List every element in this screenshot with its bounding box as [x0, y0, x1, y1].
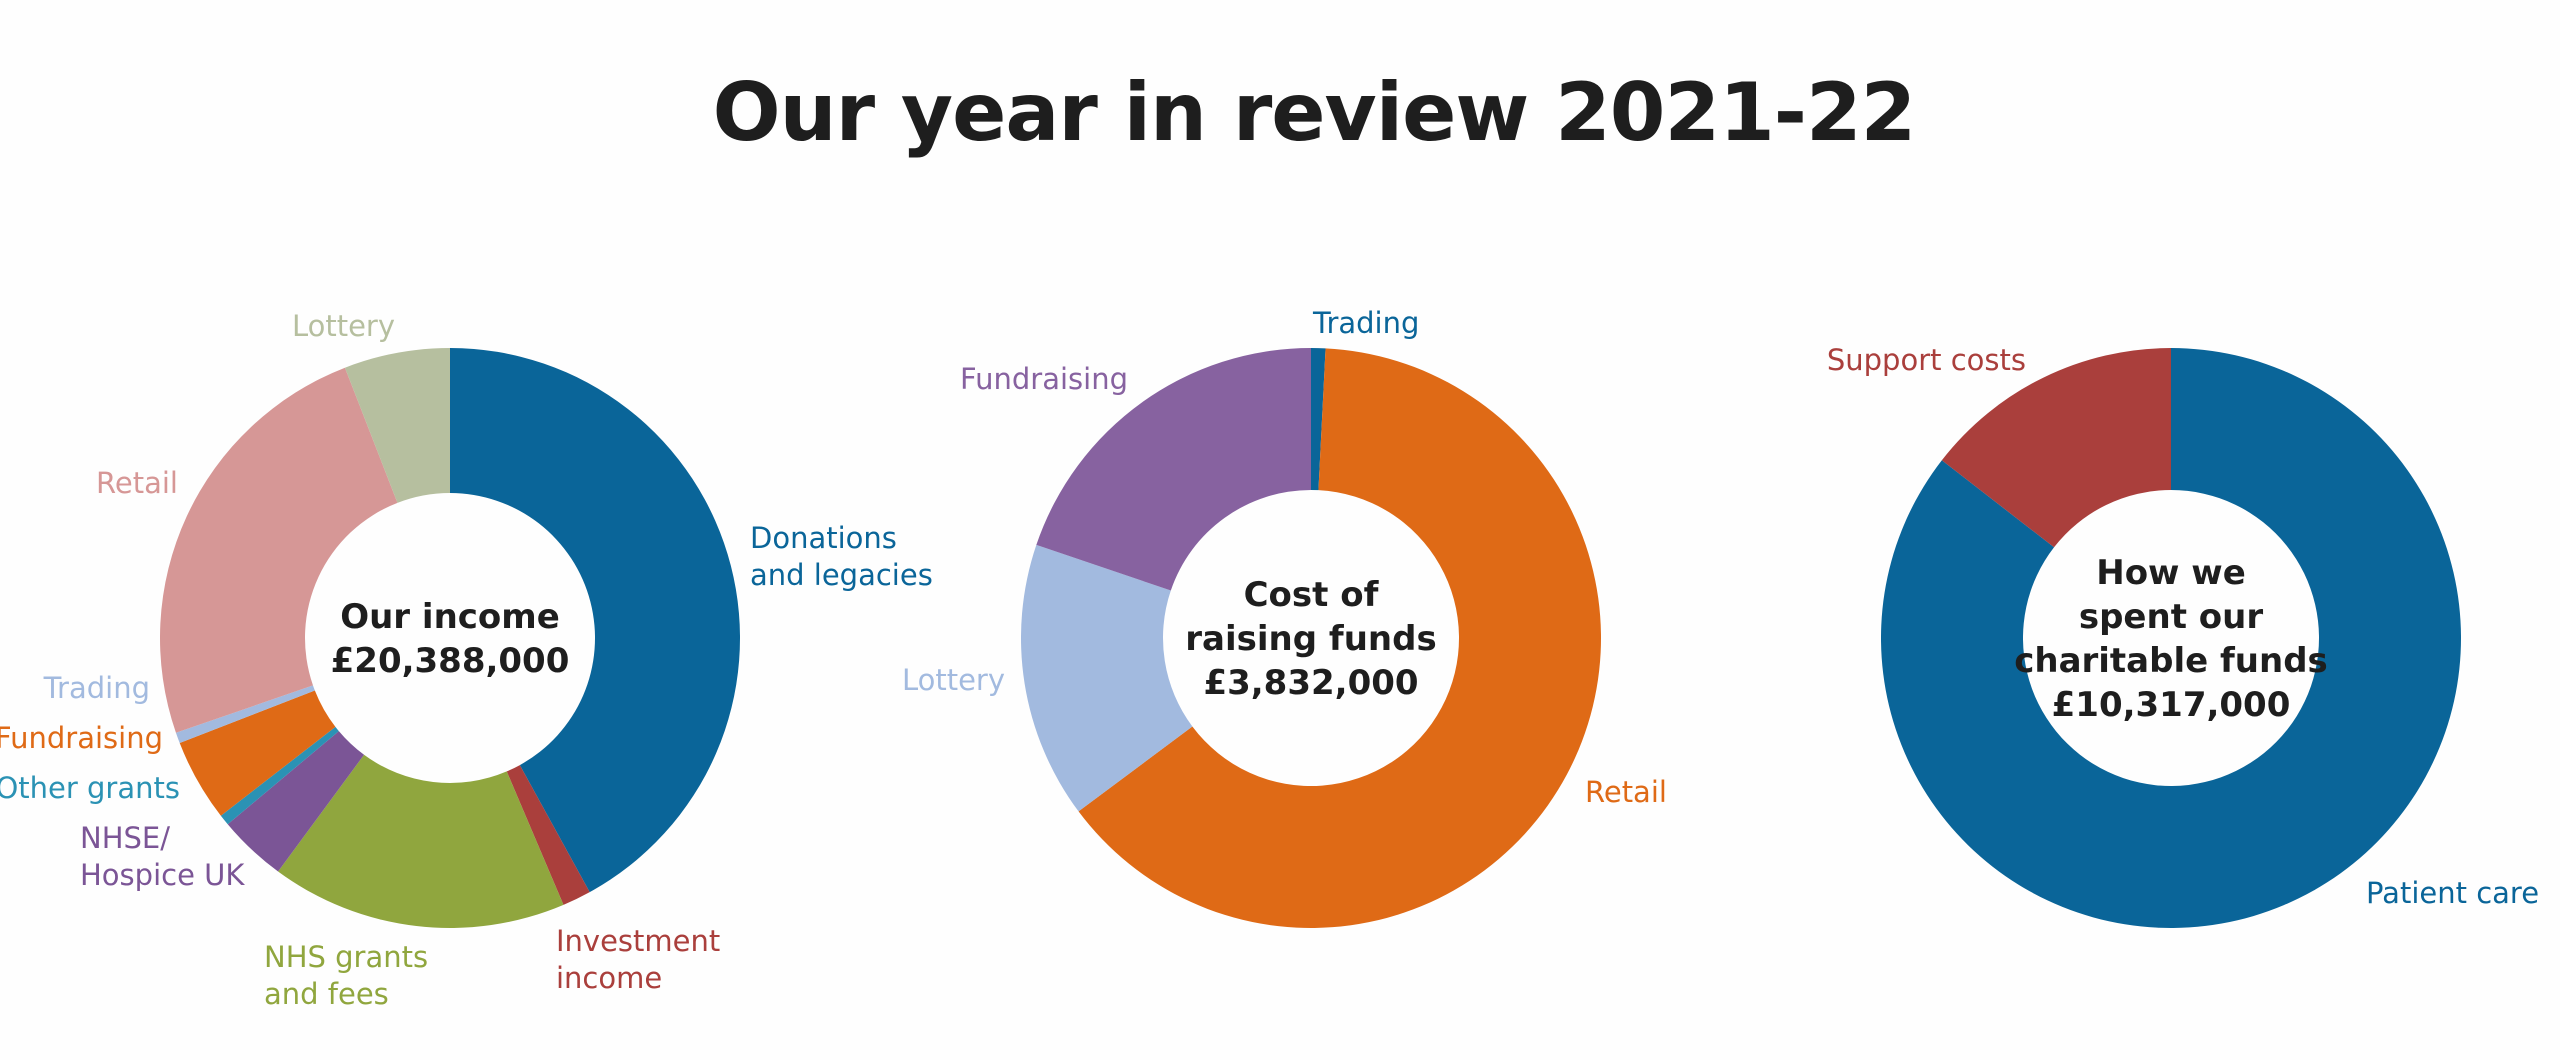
donut-slice [227, 731, 365, 872]
slice-label: Retail [96, 466, 178, 500]
donut-slice [1311, 348, 1326, 491]
donut-slice [1020, 544, 1193, 812]
slice-label: Other grants [0, 771, 180, 805]
slice-label: Lottery [292, 309, 395, 343]
slice-label: Lottery [902, 663, 1005, 697]
donut-slice [1078, 348, 1601, 928]
page-title: Our year in review 2021-22 [712, 66, 1917, 159]
slice-label: Trading [43, 671, 150, 705]
slice-label: Fundraising [960, 362, 1128, 396]
slice-label: Support costs [1827, 343, 2026, 377]
donut-center-text: Cost of raising funds £3,832,000 [1185, 575, 1436, 703]
donut-chart-2: Trading Retail Lottery Fundraising Cost of ra… [902, 306, 1667, 928]
donut-center-text: Our income £20,388,000 [331, 597, 570, 681]
slice-label: Fundraising [0, 721, 163, 755]
slice-label: Donations and legacies [750, 521, 933, 592]
donut-slice [1941, 348, 2171, 548]
slice-label: NHSE/Hospice UK [80, 821, 245, 892]
slice-label: Investment income [556, 924, 720, 995]
donut-slice [1036, 348, 1311, 591]
slice-label: Trading [1312, 306, 1419, 340]
donut-slice [159, 367, 398, 733]
donut-slice [450, 348, 741, 893]
slice-label: NHS grants and fees [264, 940, 428, 1011]
slice-label: Retail [1585, 775, 1667, 809]
donut-center-text: How we spent our charitable funds £10,317,0… [2014, 553, 2328, 725]
donut-slice [220, 726, 339, 825]
slice-label: Patient care [2366, 876, 2539, 910]
donut-slice [506, 765, 590, 905]
donut-chart-1: Donations and legacies Investment income NHS… [0, 309, 933, 1011]
donut-slice [179, 690, 336, 816]
donut-slice [278, 754, 564, 928]
donut-slice [1880, 348, 2461, 928]
donut-slice [175, 685, 315, 744]
donut-chart-3: Patient care Support costs How we spent our… [1827, 343, 2539, 928]
donut-slice [344, 348, 450, 503]
